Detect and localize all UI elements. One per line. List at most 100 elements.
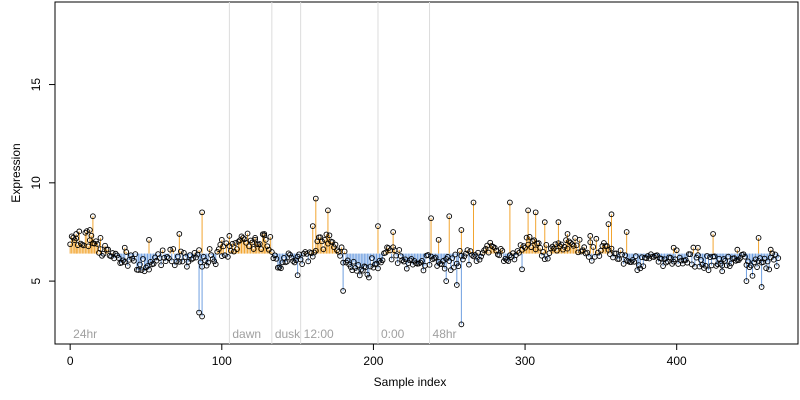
x-axis-label: Sample index [374, 375, 447, 389]
data-point [212, 261, 219, 268]
data-point [469, 252, 475, 258]
data-point [552, 241, 559, 248]
data-point [171, 262, 178, 269]
data-point [443, 278, 450, 284]
data-point [576, 236, 583, 243]
data-point [193, 254, 199, 261]
data-point [704, 253, 710, 259]
data-point [71, 237, 78, 244]
data-point [491, 244, 498, 251]
data-point [82, 229, 89, 236]
data-point [758, 284, 765, 290]
x-tick-label: 100 [212, 354, 232, 368]
data-point [705, 267, 712, 274]
data-point [308, 250, 315, 256]
data-point [252, 235, 259, 241]
data-point [532, 209, 539, 216]
data-point [529, 238, 536, 245]
data-point [425, 252, 431, 258]
data-point [622, 252, 628, 259]
data-point [496, 252, 503, 259]
data-point [640, 263, 647, 270]
data-point [419, 257, 425, 264]
data-point [261, 231, 268, 237]
data-point [93, 238, 99, 245]
data-point [676, 254, 683, 261]
data-point [555, 219, 562, 225]
data-point [366, 274, 372, 281]
data-point [121, 259, 128, 265]
data-point [426, 261, 433, 268]
data-point [83, 228, 90, 234]
data-point [601, 240, 607, 246]
region-lines [228, 2, 431, 344]
x-tick-label: 300 [515, 354, 535, 368]
data-point [270, 255, 277, 262]
data-point [258, 246, 265, 252]
data-point [631, 258, 638, 265]
data-point [608, 211, 615, 218]
data-point [516, 250, 522, 256]
data-point [567, 239, 574, 246]
data-point [199, 313, 205, 320]
data-point [272, 252, 278, 259]
data-point [499, 247, 506, 254]
y-tick-label: 5 [29, 277, 43, 284]
y-tick-label: 10 [29, 176, 43, 190]
data-point [587, 239, 594, 246]
data-point [268, 249, 275, 255]
data-point [173, 258, 180, 265]
data-point [200, 253, 207, 260]
data-point [564, 245, 571, 252]
data-point [323, 231, 330, 238]
region-label: dusk [275, 327, 301, 341]
data-point [734, 246, 741, 253]
data-point [519, 266, 525, 273]
data-point [772, 251, 779, 258]
data-point [376, 257, 383, 264]
region-label: 24hr [73, 327, 97, 341]
data-point [226, 233, 233, 239]
data-point [660, 263, 666, 269]
data-point [178, 248, 184, 255]
data-point [769, 250, 776, 257]
data-point [608, 245, 615, 252]
x-tick-label: 200 [363, 354, 383, 368]
data-point [544, 255, 551, 262]
data-point [390, 229, 396, 235]
data-point [605, 221, 612, 227]
data-point [629, 257, 636, 263]
data-point [196, 247, 202, 253]
region-label: 48hr [433, 327, 457, 341]
data-point [285, 250, 292, 257]
data-point [746, 264, 753, 271]
data-point [458, 253, 465, 259]
data-point [453, 282, 460, 288]
points [67, 195, 782, 328]
data-point [67, 241, 74, 248]
data-point [199, 209, 205, 216]
data-point [563, 237, 569, 243]
data-point [294, 272, 301, 279]
region-labels: 24hr dawn dusk 12:00 0:00 48hr [73, 327, 456, 341]
data-point [73, 231, 80, 237]
data-point [478, 253, 484, 260]
x-tick-label: 400 [667, 354, 687, 368]
data-point [267, 234, 274, 240]
data-point [526, 234, 533, 240]
data-point [206, 246, 213, 252]
data-point [726, 263, 733, 269]
data-point [748, 262, 754, 269]
data-point [364, 271, 371, 278]
data-point [537, 244, 544, 251]
data-point [379, 257, 386, 264]
data-point [124, 263, 131, 269]
data-point [311, 249, 318, 256]
data-point [493, 247, 500, 254]
data-point [243, 239, 249, 246]
region-label: dawn [232, 327, 261, 341]
data-point [394, 260, 401, 266]
data-point [720, 256, 727, 262]
data-point [531, 237, 538, 244]
